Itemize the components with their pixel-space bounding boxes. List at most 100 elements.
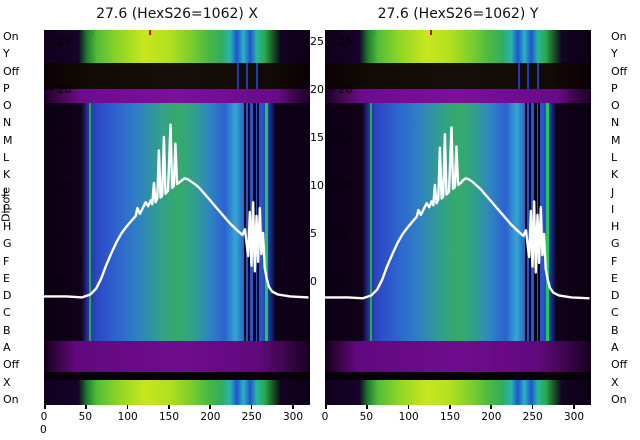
row-label-k-8: K xyxy=(3,168,11,182)
y-tick-label-middle: 0 xyxy=(310,275,317,288)
row-labels-right: On Y Off P O N M L K J I H G F E D C B A Off X On xyxy=(611,25,635,410)
heatmap-stripe xyxy=(255,63,258,89)
heatmap-stripe xyxy=(237,63,240,89)
row-label-g-12: G xyxy=(3,237,12,251)
x-tick-mark xyxy=(407,405,410,409)
y-tick-label-inside: - 15 xyxy=(50,131,72,144)
heatmap-plot-x: - 25 - 20 - 15 - 10 - 5 - 0 xyxy=(44,30,310,405)
x-tick-mark xyxy=(250,405,253,409)
heatmap-band-purple-top xyxy=(44,89,310,103)
heatmap-stripe xyxy=(265,103,269,341)
row-label-c-16: C xyxy=(3,306,11,320)
y-tick-label-inside: - 20 xyxy=(50,83,72,96)
y-tick-label-inside: - 5 xyxy=(331,227,346,240)
row-label-y-1: Y xyxy=(3,47,10,61)
row-label-o-4: O xyxy=(3,99,12,113)
row-label-m-6: M xyxy=(611,133,621,147)
row-label-k-8: K xyxy=(611,168,619,182)
profile-line xyxy=(44,123,309,299)
y-tick-label-inside: - 15 xyxy=(331,131,353,144)
row-label-a-18: A xyxy=(3,341,11,355)
x-tick-mark xyxy=(209,405,211,409)
row-label-b-17: B xyxy=(611,323,619,337)
heatmap-stripe xyxy=(369,103,372,341)
row-label-h-11: H xyxy=(3,220,12,234)
row-label-b-17: B xyxy=(3,323,11,337)
row-label-p-3: P xyxy=(611,81,618,95)
plot-y-title: 27.6 (HexS26=1062) Y xyxy=(377,6,539,22)
heatmap-band-top-on xyxy=(44,30,310,63)
row-label-x-20: X xyxy=(3,375,11,389)
x-tick-label: 150 xyxy=(159,411,180,423)
row-label-y-1: Y xyxy=(611,47,618,61)
row-label-d-15: D xyxy=(611,289,620,303)
row-label-off-19: Off xyxy=(611,358,628,372)
heatmap-band-bottom-on xyxy=(44,380,310,405)
heatmap-stripe xyxy=(88,103,91,341)
x-tick-mark xyxy=(168,405,170,409)
heatmap-stripe xyxy=(246,63,249,89)
row-label-x-20: X xyxy=(611,375,619,389)
x-tick-labels-plot-x: 0 50 100 150 200 250 300 xyxy=(41,405,310,429)
y-tick-label-inside: - 25 xyxy=(331,35,353,48)
row-label-o-4: O xyxy=(611,99,620,113)
row-label-m-6: M xyxy=(3,133,13,147)
heatmap-stripe xyxy=(149,30,152,35)
heatmap-plot-y: - 25 - 20 - 15 - 10 - 5 - 0 xyxy=(325,30,591,405)
x-tick-label: 50 xyxy=(78,411,93,423)
x-tick-label: 250 xyxy=(241,411,262,423)
x-tick-mark xyxy=(490,405,492,409)
row-label-n-5: N xyxy=(3,116,12,130)
heatmap-band-purple-bottom xyxy=(44,341,310,372)
x-tick-label: 300 xyxy=(564,411,585,423)
heatmap-stripe xyxy=(92,30,95,35)
row-label-l-7: L xyxy=(611,150,618,164)
x-tick-mark xyxy=(531,405,534,409)
heatmap-band-top-on xyxy=(325,30,591,63)
y-tick-label-inside: - 10 xyxy=(50,179,72,192)
plot-x-title: 27.6 (HexS26=1062) X xyxy=(96,6,258,22)
x-tick-label: 0 xyxy=(321,411,329,423)
x-tick-label: 200 xyxy=(481,411,502,423)
x-axis-origin-label: 0 xyxy=(40,424,47,436)
row-label-p-3: P xyxy=(3,81,10,95)
heatmap-stripe xyxy=(536,63,539,89)
y-tick-label-middle: 10 xyxy=(310,179,324,192)
row-label-d-15: D xyxy=(3,289,12,303)
heatmap-stripe xyxy=(373,30,376,35)
y-tick-label-inside: - 5 xyxy=(50,227,65,240)
heatmap-stripe xyxy=(527,63,530,89)
row-label-a-18: A xyxy=(611,341,619,355)
row-label-off-19: Off xyxy=(3,358,20,372)
x-tick-mark xyxy=(85,405,87,409)
row-label-f-13: F xyxy=(3,254,10,268)
row-label-on-0: On xyxy=(3,30,19,43)
row-label-on-0: On xyxy=(611,30,627,43)
y-tick-label-inside: - 0 xyxy=(331,275,346,288)
heatmap-band-dark-gap xyxy=(325,372,591,380)
row-label-off-2: Off xyxy=(3,64,20,78)
row-label-j-9: J xyxy=(611,185,615,199)
x-tick-mark xyxy=(325,405,327,409)
heatmap-band-purple-top xyxy=(325,89,591,103)
row-label-on-21: On xyxy=(3,392,19,406)
row-label-off-2: Off xyxy=(611,64,628,78)
row-label-l-7: L xyxy=(3,150,10,164)
x-tick-mark xyxy=(126,405,129,409)
heatmap-stripe xyxy=(546,103,550,341)
x-tick-mark xyxy=(292,405,294,409)
row-label-g-12: G xyxy=(611,237,620,251)
heatmap-stripe xyxy=(243,103,246,341)
row-label-f-13: F xyxy=(611,254,618,268)
x-tick-labels-plot-y: 0 50 100 150 200 250 300 xyxy=(322,405,591,429)
heatmap-stripe xyxy=(524,103,527,341)
y-tick-labels-middle: 25 20 15 10 5 0 xyxy=(310,30,325,405)
x-tick-label: 250 xyxy=(522,411,543,423)
row-label-e-14: E xyxy=(611,271,618,285)
heatmap-band-dark-gap xyxy=(44,372,310,380)
y-tick-label-middle: 20 xyxy=(310,83,324,96)
row-labels-left: On Y Off P O N M L K J I H G F E D C B A Off X On xyxy=(3,25,27,410)
y-tick-label-inside: - 0 xyxy=(50,275,65,288)
y-tick-label-inside: - 10 xyxy=(331,179,353,192)
